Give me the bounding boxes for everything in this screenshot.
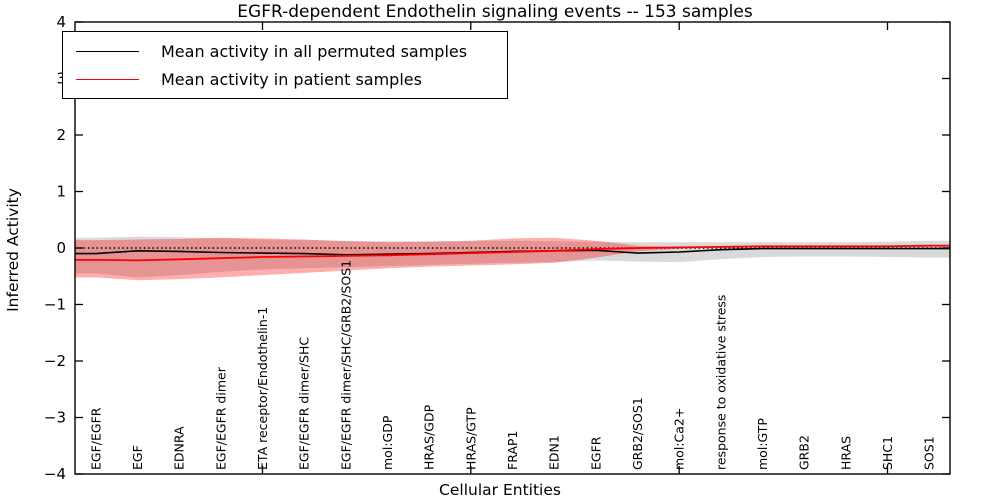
x-tick-label: EGF/EGFR dimer/SHC/GRB2/SOS1 [338,260,353,470]
y-tick-label: −1 [44,296,66,314]
y-tick-label: 0 [56,239,66,257]
legend-entry-permuted: Mean activity in all permuted samples [76,42,507,61]
x-tick-label: SHC1 [880,436,895,470]
permuted-line-sample [76,50,139,52]
legend-label-patient: Mean activity in patient samples [161,69,422,89]
y-tick-label: 1 [56,183,66,201]
x-tick-label: GRB2/SOS1 [630,397,645,470]
y-axis-label: Inferred Activity [4,188,22,312]
x-axis-label: Cellular Entities [439,481,561,499]
y-tick-label: 3 [56,70,66,88]
y-tick-label: 2 [56,126,66,144]
chart-title: EGFR-dependent Endothelin signaling even… [237,2,753,22]
x-tick-label: EGF/EGFR [88,407,103,470]
legend-entry-patient: Mean activity in patient samples [76,70,507,89]
y-tick-label: −3 [44,409,66,427]
x-tick-label: EGF/EGFR dimer [213,366,228,470]
x-tick-label: EGF/EGFR dimer/SHC [297,337,312,470]
x-tick-label: HRAS/GDP [422,404,437,470]
x-tick-label: EGF [130,445,145,470]
y-tick-label: −2 [44,352,66,370]
patient-line-sample [76,78,139,80]
x-tick-label: mol:Ca2+ [672,408,687,470]
x-tick-label: EDN1 [547,435,562,470]
x-tick-label: HRAS [838,436,853,470]
x-tick-label: response to oxidative stress [713,295,728,470]
x-tick-label: ETA receptor/Endothelin-1 [255,307,270,470]
x-tick-label: FRAP1 [505,431,520,470]
x-tick-label: HRAS/GTP [463,407,478,470]
y-tick-label: −4 [44,465,66,483]
x-tick-label: EDNRA [172,426,187,470]
patient-mean-line [75,244,950,262]
x-tick-label: mol:GTP [755,418,770,470]
y-tick-label: 4 [56,13,66,31]
x-tick-label: SOS1 [922,436,937,470]
x-tick-label: mol:GDP [380,415,395,470]
patient-std-band [75,237,950,281]
x-tick-label: EGFR [588,436,603,470]
legend-label-permuted: Mean activity in all permuted samples [161,41,468,61]
x-tick-label: GRB2 [797,435,812,470]
legend-box: Mean activity in all permuted samples Me… [62,31,508,99]
